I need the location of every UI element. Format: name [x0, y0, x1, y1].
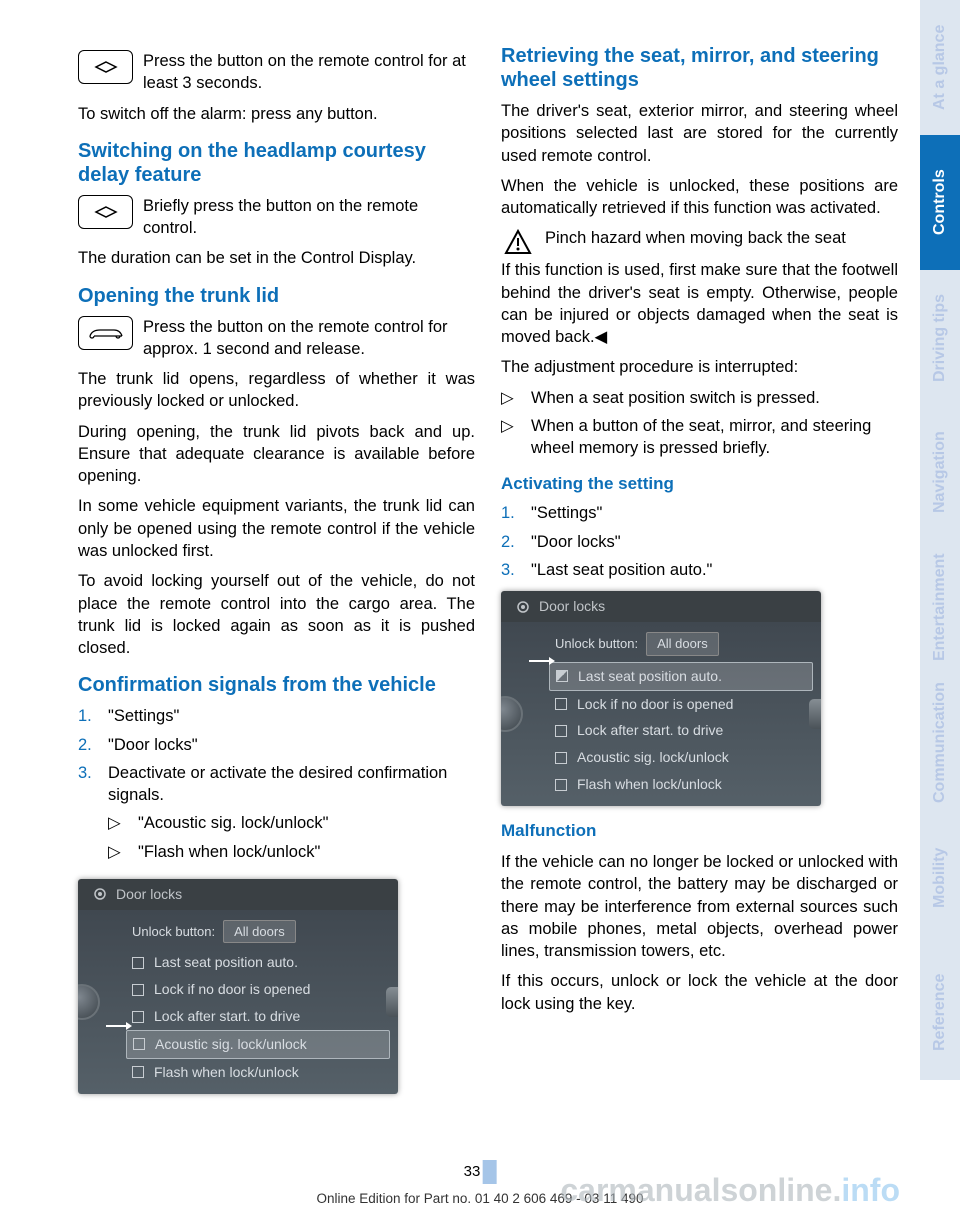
heading-activating: Activating the setting — [501, 473, 898, 496]
right-column: Retrieving the seat, mirror, and steerin… — [501, 44, 898, 1104]
step-2: "Door locks" — [108, 734, 198, 756]
ss-row: Lock after start. to drive — [126, 1003, 390, 1030]
pointer-line — [529, 660, 551, 662]
idrive-side-icon — [386, 987, 398, 1017]
checkbox-icon — [132, 957, 144, 969]
adjustment-intro: The adjustment procedure is interrupted: — [501, 356, 898, 378]
trunk-p2: During opening, the trunk lid pivots bac… — [78, 421, 475, 488]
checkbox-icon — [555, 725, 567, 737]
checkbox-icon — [555, 779, 567, 791]
tab-reference[interactable]: Reference — [920, 945, 960, 1080]
opt-acoustic: "Acoustic sig. lock/unlock" — [138, 812, 329, 834]
trunk-p3: In some vehicle equipment variants, the … — [78, 495, 475, 562]
checkbox-icon — [133, 1038, 145, 1050]
idrive-side-icon — [809, 699, 821, 729]
idrive-screenshot-activate: Door locks Unlock button: All doors Last… — [501, 591, 821, 806]
tab-controls[interactable]: Controls — [920, 135, 960, 270]
headlamp-duration: The duration can be set in the Control D… — [78, 247, 475, 269]
section-tabs: At a glance Controls Driving tips Naviga… — [920, 0, 960, 1080]
ss-row: Acoustic sig. lock/unlock — [549, 744, 813, 771]
tab-navigation[interactable]: Navigation — [920, 405, 960, 540]
unlock-label: Unlock button: — [555, 635, 638, 653]
heading-headlamp: Switching on the headlamp courtesy delay… — [78, 139, 475, 187]
heading-trunk: Opening the trunk lid — [78, 284, 475, 308]
watermark: carmanualsonline.info — [560, 1169, 900, 1212]
warning-body: If this function is used, first make sur… — [501, 259, 898, 348]
heading-retrieve: Retrieving the seat, mirror, and steerin… — [501, 44, 898, 92]
tab-driving-tips[interactable]: Driving tips — [920, 270, 960, 405]
headlamp-brief-press: Briefly press the button on the remote c… — [143, 195, 475, 240]
heading-malfunction: Malfunction — [501, 820, 898, 843]
tab-at-a-glance[interactable]: At a glance — [920, 0, 960, 135]
checkbox-checked-icon — [556, 670, 568, 682]
warning-icon — [501, 227, 535, 257]
ss-row: Flash when lock/unlock — [549, 771, 813, 798]
malfunction-p2: If this occurs, unlock or lock the vehic… — [501, 970, 898, 1015]
ss-row-highlighted: Acoustic sig. lock/unlock — [126, 1030, 390, 1059]
confirmation-steps: 1."Settings" 2."Door locks" 3. Deactivat… — [78, 705, 475, 869]
act-step-3: "Last seat position auto." — [531, 559, 712, 581]
act-step-2: "Door locks" — [531, 531, 621, 553]
ss-row: Lock if no door is opened — [549, 691, 813, 718]
opt-flash: "Flash when lock/unlock" — [138, 841, 320, 863]
checkbox-icon — [555, 752, 567, 764]
checkbox-icon — [132, 1066, 144, 1078]
settings-icon — [515, 599, 531, 615]
unlock-value: All doors — [223, 920, 296, 944]
retrieve-p1: The driver's seat, exterior mirror, and … — [501, 100, 898, 167]
unlock-label: Unlock button: — [132, 923, 215, 941]
trunk-p1: The trunk lid opens, regardless of wheth… — [78, 368, 475, 413]
ss-row: Lock after start. to drive — [549, 717, 813, 744]
idrive-screenshot-confirm: Door locks Unlock button: All doors Last… — [78, 879, 398, 1094]
heading-confirmation: Confirmation signals from the vehicle — [78, 673, 475, 697]
left-column: Press the button on the remote control f… — [78, 44, 475, 1104]
adjustment-list: When a seat position switch is pressed. … — [501, 387, 898, 460]
press-3s-text: Press the button on the remote control f… — [143, 50, 475, 95]
trunk-button-icon — [78, 316, 133, 350]
page-number: 33 — [464, 1160, 497, 1184]
checkbox-icon — [555, 698, 567, 710]
tab-communication[interactable]: Communication — [920, 675, 960, 810]
unlock-value: All doors — [646, 632, 719, 656]
act-step-1: "Settings" — [531, 502, 602, 524]
warning-title: Pinch hazard when moving back the seat — [545, 229, 846, 247]
tab-entertainment[interactable]: Entertainment — [920, 540, 960, 675]
step-1: "Settings" — [108, 705, 179, 727]
tab-mobility[interactable]: Mobility — [920, 810, 960, 945]
trunk-press-text: Press the button on the remote control f… — [143, 316, 475, 361]
ss-row: Lock if no door is opened — [126, 976, 390, 1003]
checkbox-icon — [132, 1011, 144, 1023]
settings-icon — [92, 886, 108, 902]
idrive-knob-icon — [78, 984, 100, 1020]
retrieve-p2: When the vehicle is unlocked, these posi… — [501, 175, 898, 220]
ss-row: Flash when lock/unlock — [126, 1059, 390, 1086]
idrive-knob-icon — [501, 696, 523, 732]
confirm-options: "Acoustic sig. lock/unlock" "Flash when … — [108, 812, 475, 863]
checkbox-icon — [132, 984, 144, 996]
ss-title: Door locks — [116, 885, 182, 904]
adj-2: When a button of the seat, mirror, and s… — [531, 415, 898, 460]
activating-steps: 1."Settings" 2."Door locks" 3."Last seat… — [501, 502, 898, 581]
diamond-button-icon — [78, 50, 133, 84]
trunk-p4: To avoid locking yourself out of the veh… — [78, 570, 475, 659]
malfunction-p1: If the vehicle can no longer be locked o… — [501, 851, 898, 962]
ss-row: Last seat position auto. — [126, 949, 390, 976]
step-3: Deactivate or activate the desired confi… — [108, 764, 447, 804]
pointer-line — [106, 1025, 128, 1027]
ss-row-highlighted: Last seat position auto. — [549, 662, 813, 691]
diamond-button-icon — [78, 195, 133, 229]
switch-off-alarm: To switch off the alarm: press any butto… — [78, 103, 475, 125]
page-content: Press the button on the remote control f… — [78, 44, 898, 1104]
ss-title: Door locks — [539, 597, 605, 616]
adj-1: When a seat position switch is pressed. — [531, 387, 820, 409]
